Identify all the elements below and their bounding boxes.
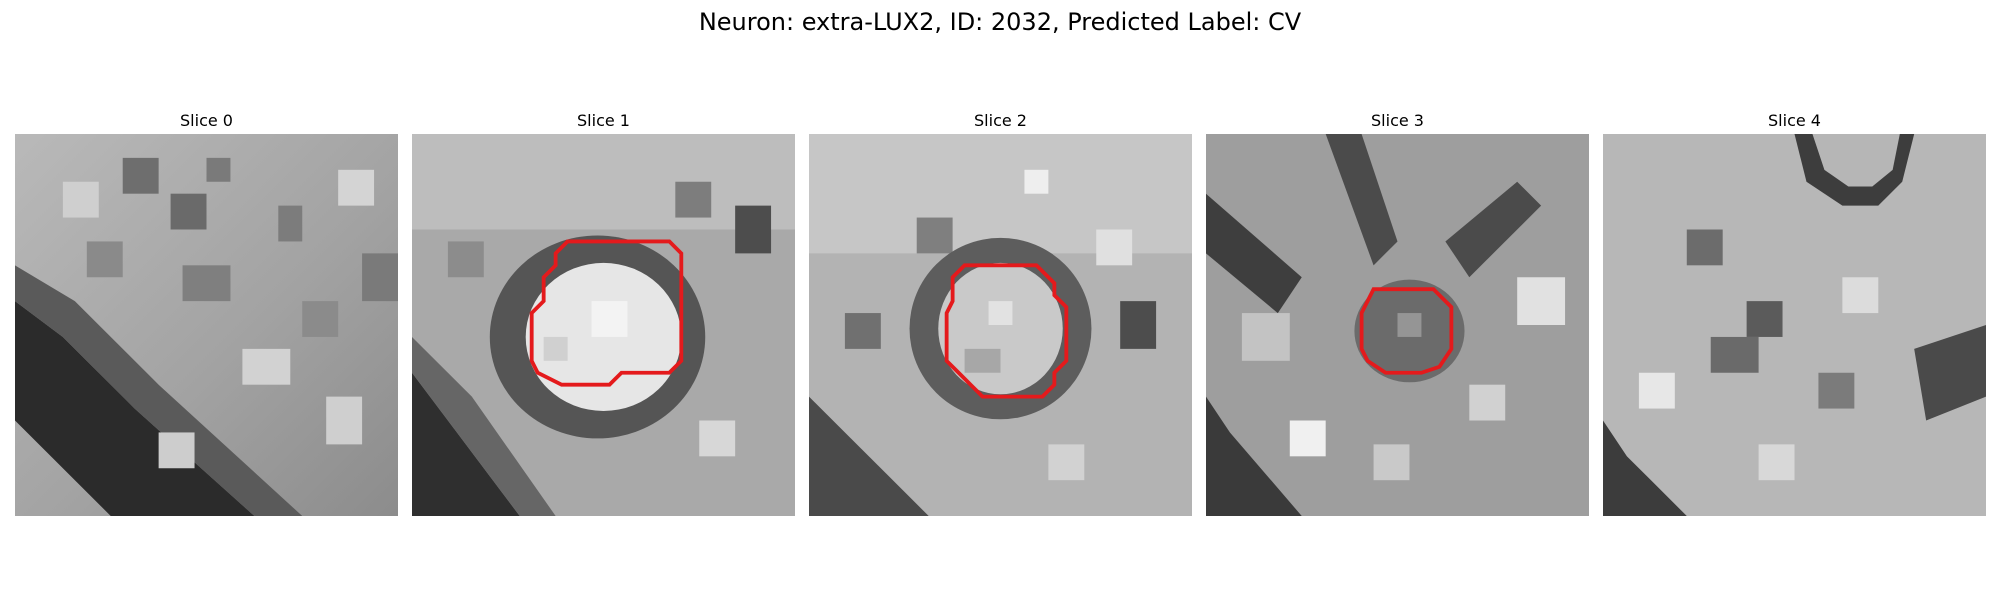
slice-panel-2: Slice 2 [809, 108, 1192, 516]
slice-title-3: Slice 3 [1371, 111, 1424, 130]
slice-image-4 [1603, 134, 1986, 516]
slice-image-2 [809, 134, 1192, 516]
soma-contour-3 [1359, 287, 1454, 375]
slice-title-2: Slice 2 [974, 111, 1027, 130]
slice-image-1 [412, 134, 795, 516]
figure-title: Neuron: extra-LUX2, ID: 2032, Predicted … [698, 8, 1302, 36]
slice-title-1: Slice 1 [577, 111, 630, 130]
slice-title-4: Slice 4 [1768, 111, 1821, 130]
slice-panel-4: Slice 4 [1603, 108, 1986, 516]
slice-image-3 [1206, 134, 1589, 516]
slice-panel-3: Slice 3 [1206, 108, 1589, 516]
slice-title-0: Slice 0 [180, 111, 233, 130]
slice-panel-1: Slice 1 [412, 108, 795, 516]
soma-contour-1 [529, 239, 684, 387]
soma-contour-2 [944, 263, 1069, 399]
slice-image-0 [15, 134, 398, 516]
slice-panel-0: Slice 0 [15, 108, 398, 516]
